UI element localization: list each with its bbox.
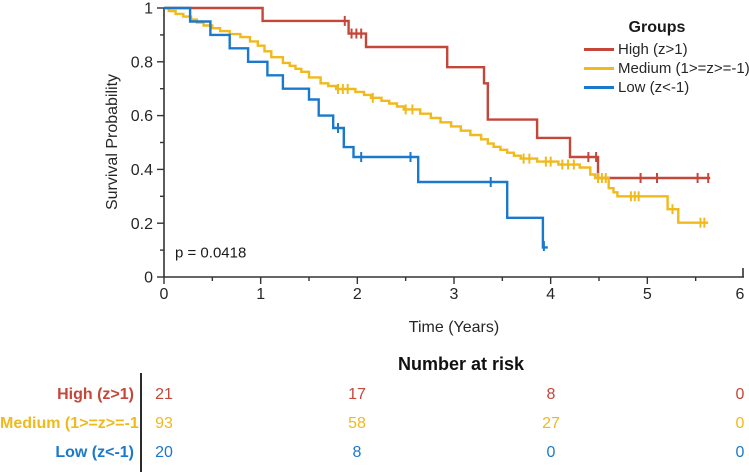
x-tick-label: 5: [643, 286, 652, 303]
x-tick-label: 0: [160, 286, 169, 303]
y-tick-label: 0.8: [131, 54, 153, 71]
risk-count: 0: [735, 415, 745, 432]
censor-marks: [343, 15, 710, 184]
risk-count: 0: [735, 386, 745, 403]
y-tick-label: 0: [144, 270, 153, 287]
legend-label-high: High (z>1): [618, 41, 688, 58]
risk-count: 93: [155, 415, 173, 432]
legend-label-low: Low (z<-1): [618, 79, 690, 96]
survival-curve: [164, 6, 548, 249]
y-axis-title: Survival Probability: [104, 73, 121, 211]
survival-curve: [164, 6, 709, 224]
risk-count: 58: [348, 415, 366, 432]
legend-item-medium: Medium (1>=z>=-1): [584, 59, 749, 78]
legend: Groups High (z>1) Medium (1>=z>=-1) Low …: [584, 19, 749, 97]
risk-count: 20: [155, 444, 173, 461]
x-tick-label: 6: [736, 286, 745, 303]
risk-count: 0: [735, 444, 745, 461]
risk-table-divider: [140, 373, 142, 472]
x-axis-title: Time (Years): [408, 319, 500, 336]
legend-line-medium: [584, 67, 614, 70]
risk-row-label-medium: Medium (1>=z>=-1: [0, 415, 139, 432]
x-tick-label: 3: [450, 286, 459, 303]
y-tick-label: 0.6: [131, 108, 153, 125]
y-tick-label: 1: [144, 1, 153, 18]
series-0: [164, 6, 711, 184]
x-tick-label: 4: [546, 286, 555, 303]
legend-label-medium: Medium (1>=z>=-1): [618, 60, 749, 77]
survival-plot-svg: 0 0.2 0.4 0.6 0.8 1 0 1 2 3 4 5 6: [131, 1, 745, 303]
censor-marks: [337, 122, 545, 252]
legend-item-high: High (z>1): [584, 40, 734, 59]
risk-count: 17: [348, 386, 366, 403]
risk-row-label-high: High (z>1): [57, 386, 134, 403]
tick-labels: 0 0.2 0.4 0.6 0.8 1 0 1 2 3 4 5 6: [131, 1, 745, 303]
survival-curve: [164, 6, 711, 180]
axis-ticks: [157, 7, 697, 284]
p-value-annotation: p = 0.0418: [175, 244, 247, 262]
risk-table-title: Number at risk: [397, 354, 525, 374]
risk-count: 8: [352, 444, 362, 461]
y-tick-label: 0.2: [131, 216, 153, 233]
risk-count: 8: [546, 386, 556, 403]
risk-row-low: Low (z<-1) 20 8 0 0: [0, 444, 749, 462]
legend-line-high: [584, 48, 614, 51]
x-tick-label: 1: [256, 286, 265, 303]
y-tick-label: 0.4: [131, 162, 153, 179]
series-1: [164, 6, 709, 228]
risk-count: 27: [542, 415, 560, 432]
legend-item-low: Low (z<-1): [584, 78, 734, 97]
risk-row-label-low: Low (z<-1): [55, 444, 134, 461]
censor-marks: [337, 83, 706, 228]
risk-row-high: High (z>1) 21 17 8 0: [0, 386, 749, 404]
risk-count: 21: [155, 386, 173, 403]
risk-row-medium: Medium (1>=z>=-1 93 58 27 0: [0, 415, 749, 433]
series-2: [164, 6, 548, 252]
legend-line-low: [584, 86, 614, 89]
x-tick-label: 2: [353, 286, 362, 303]
legend-title: Groups: [628, 19, 686, 36]
risk-count: 0: [546, 444, 556, 461]
